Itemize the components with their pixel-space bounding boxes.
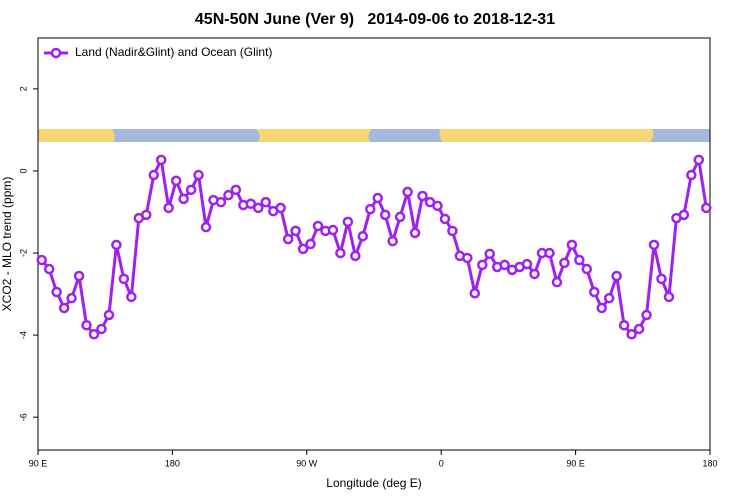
data-point: [663, 291, 675, 303]
data-point: [379, 209, 391, 221]
data-point: [193, 169, 204, 181]
legend-label: Land (Nadir&Glint) and Ocean (Glint): [75, 45, 272, 59]
data-point: [327, 224, 339, 236]
data-point: [589, 286, 600, 298]
data-point: [402, 186, 413, 198]
legend-marker: [50, 47, 62, 59]
data-point: [185, 184, 197, 196]
data-point: [230, 184, 242, 196]
data-point: [357, 230, 369, 242]
data-point: [447, 225, 458, 237]
data-point: [282, 233, 294, 245]
y-axis-label: XCO2 - MLO trend (ppm): [0, 177, 14, 312]
data-point: [611, 270, 622, 282]
data-point: [618, 320, 630, 331]
data-point: [484, 248, 495, 260]
data-point: [656, 273, 667, 285]
data-point: [394, 211, 406, 223]
data-point: [290, 225, 301, 237]
x-tick-label: 90 E: [566, 458, 585, 468]
data-point: [43, 263, 55, 275]
data-point: [574, 254, 585, 266]
y-tick-label: -2: [18, 249, 28, 257]
data-point: [126, 291, 137, 303]
data-point: [633, 323, 645, 335]
plot-frame: [37, 37, 711, 451]
data-point: [365, 203, 376, 215]
data-point: [305, 238, 316, 250]
data-point: [215, 196, 227, 208]
data-point: [529, 268, 540, 280]
data-point: [477, 259, 488, 271]
x-tick-label: 180: [702, 458, 717, 468]
data-point: [36, 254, 47, 266]
data-point: [641, 309, 652, 321]
data-point: [245, 198, 257, 210]
data-point: [469, 287, 481, 299]
x-tick-label: 90 E: [29, 458, 48, 468]
data-point: [372, 192, 383, 204]
data-point: [103, 309, 115, 321]
data-point: [51, 286, 62, 298]
data-point: [223, 189, 234, 201]
x-tick-label: 0: [439, 458, 444, 468]
data-point: [521, 258, 533, 270]
y-tick-label: -6: [18, 413, 28, 421]
data-point: [155, 154, 167, 166]
data-point: [626, 329, 637, 340]
data-point: [387, 235, 398, 247]
map-strip: [38, 129, 710, 142]
data-point: [58, 302, 70, 314]
data-point: [312, 220, 324, 232]
data-point: [432, 200, 443, 212]
data-point: [111, 239, 122, 251]
data-point: [253, 202, 264, 214]
data-point: [566, 239, 578, 251]
data-point: [66, 292, 77, 304]
data-point: [417, 190, 428, 202]
data-point: [693, 154, 705, 166]
data-point: [96, 323, 107, 335]
legend: Land (Nadir&Glint) and Ocean (Glint): [44, 45, 272, 59]
data-point: [88, 329, 100, 340]
data-point: [701, 202, 712, 214]
data-point: [335, 247, 346, 259]
chart-title: 45N-50N June (Ver 9) 2014-09-06 to 2018-…: [195, 11, 555, 28]
data-point: [648, 239, 660, 251]
y-tick-label: -4: [18, 331, 28, 339]
x-tick-label: 90 W: [296, 458, 318, 468]
data-point: [178, 193, 189, 205]
data-point: [439, 213, 451, 225]
data-point: [499, 259, 510, 271]
data-point: [686, 169, 697, 181]
data-point: [551, 276, 563, 288]
data-point: [260, 196, 271, 208]
data-point: [141, 209, 152, 221]
data-point: [118, 273, 130, 285]
data-point: [350, 250, 361, 262]
y-tick-label: 2: [18, 86, 28, 91]
x-tick-label: 180: [165, 458, 180, 468]
data-point: [678, 209, 690, 221]
data-point: [559, 257, 570, 269]
data-point: [581, 263, 593, 275]
data-point: [148, 169, 159, 181]
data-point: [200, 221, 212, 233]
data-point: [81, 320, 92, 331]
data-point: [163, 202, 174, 214]
data-point: [297, 243, 309, 255]
data-point: [603, 292, 615, 304]
data-point: [170, 175, 182, 187]
data-point: [596, 302, 607, 314]
y-tick-label: 0: [18, 168, 28, 173]
data-point: [462, 252, 473, 264]
data-point: [342, 216, 354, 228]
data-point: [544, 247, 555, 259]
x-axis-label: Longitude (deg E): [326, 476, 421, 490]
data-point: [409, 227, 421, 239]
data-point: [73, 270, 85, 282]
data-point: [275, 202, 286, 214]
